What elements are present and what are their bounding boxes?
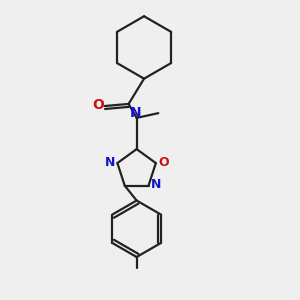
Text: O: O bbox=[92, 98, 104, 112]
Text: N: N bbox=[105, 156, 115, 169]
Text: N: N bbox=[151, 178, 161, 191]
Text: N: N bbox=[129, 106, 141, 120]
Text: O: O bbox=[158, 156, 169, 169]
